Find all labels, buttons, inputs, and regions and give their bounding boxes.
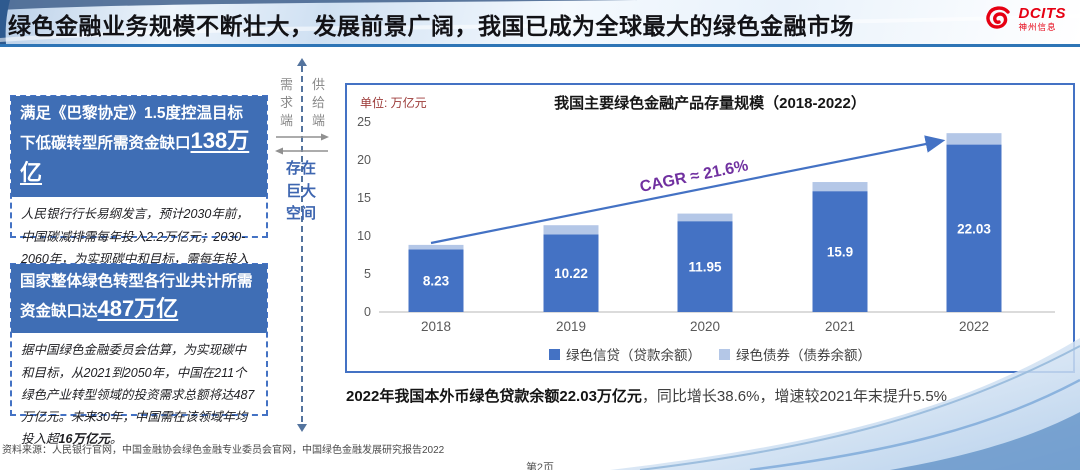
chart-unit-label: 单位: 万亿元 xyxy=(360,96,427,110)
legend-label-credit: 绿色信贷（贷款余额） xyxy=(566,348,701,363)
source-note: 资料来源：人民银行官网，中国金融协会绿色金融专业委员会官网，中国绿色金融发展研究… xyxy=(2,445,445,456)
arrow-up-icon xyxy=(297,58,307,66)
funding-gap-box-national: 国家整体绿色转型各行业共计所需资金缺口达487万亿 据中国绿色金融委员会估算，为… xyxy=(10,263,268,446)
svg-text:11.95: 11.95 xyxy=(688,260,722,275)
logo-subtitle-text: 神州信息 xyxy=(1018,22,1057,33)
legend-label-bond: 绿色债券（债券余额） xyxy=(736,348,871,363)
company-logo: DCITS 神州信息 xyxy=(984,6,1067,32)
svg-text:2021: 2021 xyxy=(825,319,855,334)
svg-text:10: 10 xyxy=(357,229,371,243)
exchange-arrows-icon xyxy=(275,133,329,155)
page-number: 第2页 xyxy=(525,462,555,470)
svg-text:15: 15 xyxy=(357,191,371,205)
svg-text:5: 5 xyxy=(364,267,371,281)
funding-gap-box-paris: 满足《巴黎协定》1.5度控温目标下低碳转型所需资金缺口138万亿 人民银行行长易… xyxy=(10,95,268,288)
bar-chart: 0 5 10 15 20 25 8.23 2018 10.22 2019 11.95 2020 15.9… xyxy=(357,115,1055,334)
header-divider-line xyxy=(0,44,1080,47)
chart-title: 我国主要绿色金融产品存量规模（2018-2022） xyxy=(554,95,866,112)
page-title: 绿色金融业务规模不断壮大，发展前景广阔，我国已成为全球最大的绿色金融市场 xyxy=(8,13,854,39)
header-band: 绿色金融业务规模不断壮大，发展前景广阔，我国已成为全球最大的绿色金融市场 DCI… xyxy=(0,0,1080,44)
legend-item-credit: 绿色信贷（贷款余额） xyxy=(549,344,701,364)
arrow-down-icon xyxy=(297,424,307,432)
supply-side-label: 供给端 xyxy=(311,77,325,129)
box1-heading: 满足《巴黎协定》1.5度控温目标下低碳转型所需资金缺口138万亿 xyxy=(11,96,267,198)
svg-text:2019: 2019 xyxy=(556,319,586,334)
box2-heading: 国家整体绿色转型各行业共计所需资金缺口达487万亿 xyxy=(11,264,267,334)
logo-brand-text: DCITS xyxy=(1018,5,1066,23)
callout-text: 2022年我国本外币绿色贷款余额22.03万亿元，同比增长38.6%，增速较20… xyxy=(346,388,948,405)
demand-supply-dashed-line xyxy=(301,66,303,422)
svg-text:25: 25 xyxy=(357,115,371,129)
svg-text:8.23: 8.23 xyxy=(423,274,450,289)
chart-legend: 绿色信贷（贷款余额） 绿色债券（债券余额） xyxy=(347,344,1073,364)
huge-gap-label: 存在巨大空间 xyxy=(285,160,316,222)
svg-text:10.22: 10.22 xyxy=(554,266,588,281)
legend-swatch-credit xyxy=(549,348,560,360)
demand-side-label: 需求端 xyxy=(279,77,293,129)
svg-text:15.9: 15.9 xyxy=(827,245,853,260)
svg-text:20: 20 xyxy=(357,153,371,167)
svg-text:2022: 2022 xyxy=(959,319,989,334)
legend-item-bond: 绿色债券（债券余额） xyxy=(719,344,871,364)
svg-text:2020: 2020 xyxy=(690,319,720,334)
svg-text:2018: 2018 xyxy=(421,319,451,334)
legend-swatch-bond xyxy=(719,348,730,360)
chart-panel: 单位: 万亿元 我国主要绿色金融产品存量规模（2018-2022） 0 5 10 15… xyxy=(345,83,1075,373)
svg-text:0: 0 xyxy=(364,305,371,319)
box2-body: 据中国绿色金融委员会估算，为实现碳中和目标，从2021到2050年，中国在211… xyxy=(21,343,255,447)
svg-text:22.03: 22.03 xyxy=(957,221,991,236)
dcits-swirl-icon xyxy=(985,6,1010,29)
